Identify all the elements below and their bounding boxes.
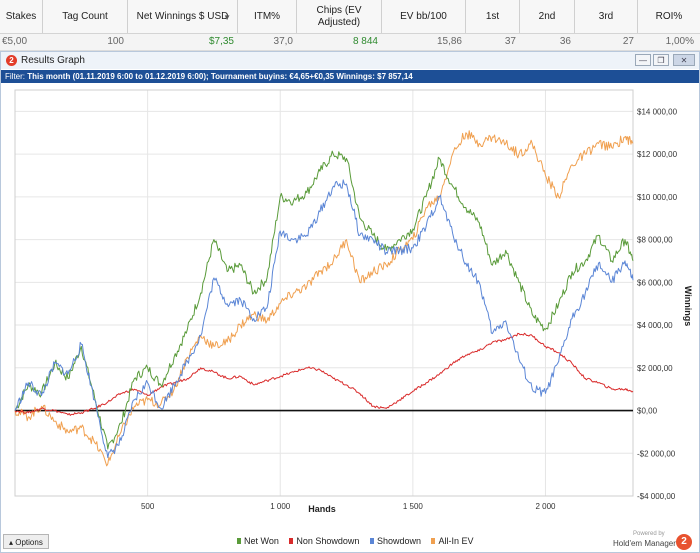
legend-label: Showdown [376,536,421,546]
y-tick-label: $12 000,00 [637,150,678,159]
column-header-chips-ev[interactable]: Chips (EV Adjusted) [297,0,382,33]
legend-label: Net Won [244,536,279,546]
legend-swatch [369,538,374,544]
legend-item-showdown[interactable]: Showdown [369,536,421,547]
y-tick-label: $0,00 [637,407,658,416]
column-header-ev-bb100[interactable]: EV bb/100 [382,0,466,33]
legend-item-net-won[interactable]: Net Won [237,536,279,547]
legend-item-non-showdown[interactable]: Non Showdown [289,536,359,547]
cell-net-winnings: $7,35 [208,36,234,47]
column-header-first[interactable]: 1st [466,0,520,33]
y-tick-label: $8 000,00 [637,236,673,245]
results-chart: 500 1 000 1 500 2 000 -$4 000,00 -$2 000,00 $0… [14,89,693,514]
legend-swatch [289,538,294,544]
series-line-non-showdown[interactable] [14,332,634,416]
minimize-button[interactable]: — [635,54,651,66]
app-logo-icon: 2 [6,55,17,66]
x-tick-label: 1 500 [403,502,424,511]
filter-bar: Filter: This month (01.11.2019 6:00 to 0… [1,70,699,83]
powered-by-text: Powered by [633,531,665,537]
y-tick-label: $4 000,00 [637,321,673,330]
results-graph-window: 2 Results Graph — ❐ ✕ Filter: This month… [0,51,700,553]
brand-name: Hold'em Manager [613,539,676,548]
cell-stakes: €5,00 [2,36,28,47]
cell-tag-count: 100 [107,36,124,47]
legend-swatch [431,538,436,544]
column-header-second[interactable]: 2nd [520,0,575,33]
chart-legend: Net Won Non Showdown Showdown All-In EV [237,536,482,547]
stats-table-row[interactable]: €5,00 100 $7,35 37,0 8 844 15,86 37 36 2… [0,34,700,51]
options-button[interactable]: ▴ Options [3,534,49,549]
restore-button[interactable]: ❐ [653,54,669,66]
column-header-net-winnings-label: Net Winnings $ USD [136,10,229,22]
caret-up-icon: ▴ [9,538,14,547]
cell-ev-bb100: 15,86 [436,36,462,47]
legend-swatch [237,538,241,544]
y-tick-label: $10 000,00 [637,193,678,202]
y-tick-label: $14 000,00 [637,107,678,116]
cell-roi: 1,00% [665,36,694,47]
cell-third: 27 [622,36,634,47]
stats-table-header: Stakes Tag Count Net Winnings $ USD ▼ IT… [0,0,700,34]
column-header-net-winnings[interactable]: Net Winnings $ USD ▼ [128,0,238,33]
brand-logo-icon: 2 [676,534,692,550]
close-button[interactable]: ✕ [673,54,695,66]
y-axis-label: Winnings [683,286,693,326]
filter-label: Filter: [5,72,25,81]
column-header-itm[interactable]: ITM% [238,0,297,33]
chart-series [14,130,634,467]
legend-label: All-In EV [438,536,474,546]
y-tick-label: $2 000,00 [637,364,673,373]
window-title-bar[interactable]: 2 Results Graph — ❐ ✕ [1,52,699,69]
x-axis-label: Hands [308,504,336,514]
cell-second: 36 [559,36,571,47]
plot-frame [14,89,634,497]
options-label: Options [15,538,43,547]
column-header-stakes[interactable]: Stakes [0,0,43,33]
legend-label: Non Showdown [296,536,360,546]
filter-text: This month (01.11.2019 6:00 to 01.12.201… [27,72,413,81]
chart-gridlines [15,90,633,497]
y-tick-label: $6 000,00 [637,278,673,287]
series-line-net-won[interactable] [14,150,634,450]
series-line-all-in-ev[interactable] [14,130,634,467]
column-header-roi[interactable]: ROI% [655,10,683,22]
column-header-tag-count[interactable]: Tag Count [43,0,128,33]
x-tick-label: 500 [141,502,155,511]
graph-footer: ▴ Options Net Won Non Showdown Showdown … [1,530,699,552]
column-header-third[interactable]: 3rd [575,0,638,33]
x-tick-label: 2 000 [535,502,556,511]
series-line-showdown[interactable] [14,179,634,458]
chart-tick-labels: 500 1 000 1 500 2 000 -$4 000,00 -$2 000,00 $0… [141,107,678,511]
cell-first: 37 [504,36,516,47]
sort-descending-icon: ▼ [223,13,231,22]
cell-itm: 37,0 [273,36,293,47]
x-tick-label: 1 000 [270,502,291,511]
chart-axes [14,89,634,497]
legend-item-all-in-ev[interactable]: All-In EV [431,536,474,547]
y-tick-label: -$2 000,00 [637,449,676,458]
window-title: Results Graph [21,55,85,66]
cell-chips-ev: 8 844 [352,36,378,47]
y-tick-label: -$4 000,00 [637,492,676,501]
